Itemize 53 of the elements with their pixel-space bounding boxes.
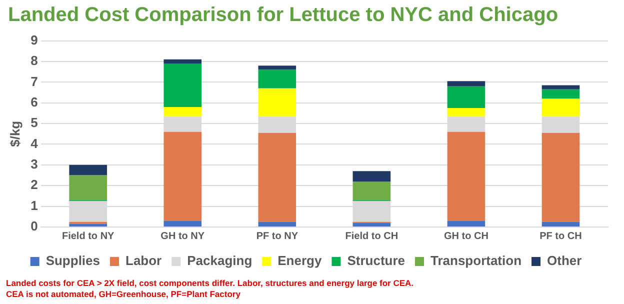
bar (542, 98, 580, 116)
legend-label: Packaging (187, 253, 252, 268)
bar (542, 85, 580, 90)
y-tick-label: 4 (30, 136, 39, 151)
bar (447, 132, 486, 221)
text: CEA is not automated, GH=Greenhouse, PF=Plant Factory (6, 289, 242, 300)
bar (164, 64, 202, 108)
y-axis-title: $/kg (7, 120, 22, 147)
bar (258, 222, 296, 226)
y-tick-label: 3 (30, 156, 38, 172)
bar (447, 81, 486, 86)
text: Landed costs for CEA > 2X field, cost components differ. Labor, structures and energy large for CEA. (6, 278, 415, 289)
x-tick-label: Field to CH (345, 230, 398, 242)
bar (447, 220, 486, 226)
y-tick-label: 2 (30, 177, 38, 192)
legend-label: Supplies (46, 253, 100, 268)
bar (447, 86, 486, 108)
legend-label: Structure (347, 253, 406, 268)
bar (258, 70, 296, 88)
bar (542, 222, 580, 226)
bar (164, 220, 202, 226)
legend-label: Other (547, 253, 582, 268)
y-tick-label: 8 (30, 53, 38, 68)
y-tick-label: 7 (30, 74, 38, 89)
legend-label: Labor (126, 253, 162, 268)
x-tick-label: Field to NY (62, 230, 115, 242)
y-tick-label: 5 (30, 115, 38, 130)
bar (69, 175, 107, 200)
x-tick-label: GH to NY (160, 230, 205, 242)
y-tick-label: 9 (30, 32, 38, 48)
bar (447, 108, 486, 116)
bar (352, 171, 391, 182)
x-tick-label: PF to CH (540, 230, 582, 242)
y-tick-label: 6 (30, 94, 38, 110)
bar (352, 181, 391, 200)
legend-label: Energy (278, 253, 322, 268)
bar (69, 164, 107, 176)
bar (164, 107, 202, 116)
bar (69, 224, 107, 226)
bar (258, 132, 296, 222)
x-tick-label: PF to NY (256, 230, 298, 242)
bar (352, 222, 391, 226)
y-tick-label: 0 (30, 218, 38, 234)
bar (164, 59, 202, 64)
bar (258, 88, 296, 116)
bar (258, 66, 296, 70)
bar (542, 89, 580, 99)
x-tick-label: GH to CH (444, 230, 488, 242)
y-tick-label: 1 (30, 198, 38, 213)
bar (542, 132, 580, 222)
bar (164, 132, 202, 221)
legend-label: Transportation (430, 253, 522, 268)
chart-title: Landed Cost Comparison for Lettuce to NYC and Chicago (7, 3, 560, 28)
